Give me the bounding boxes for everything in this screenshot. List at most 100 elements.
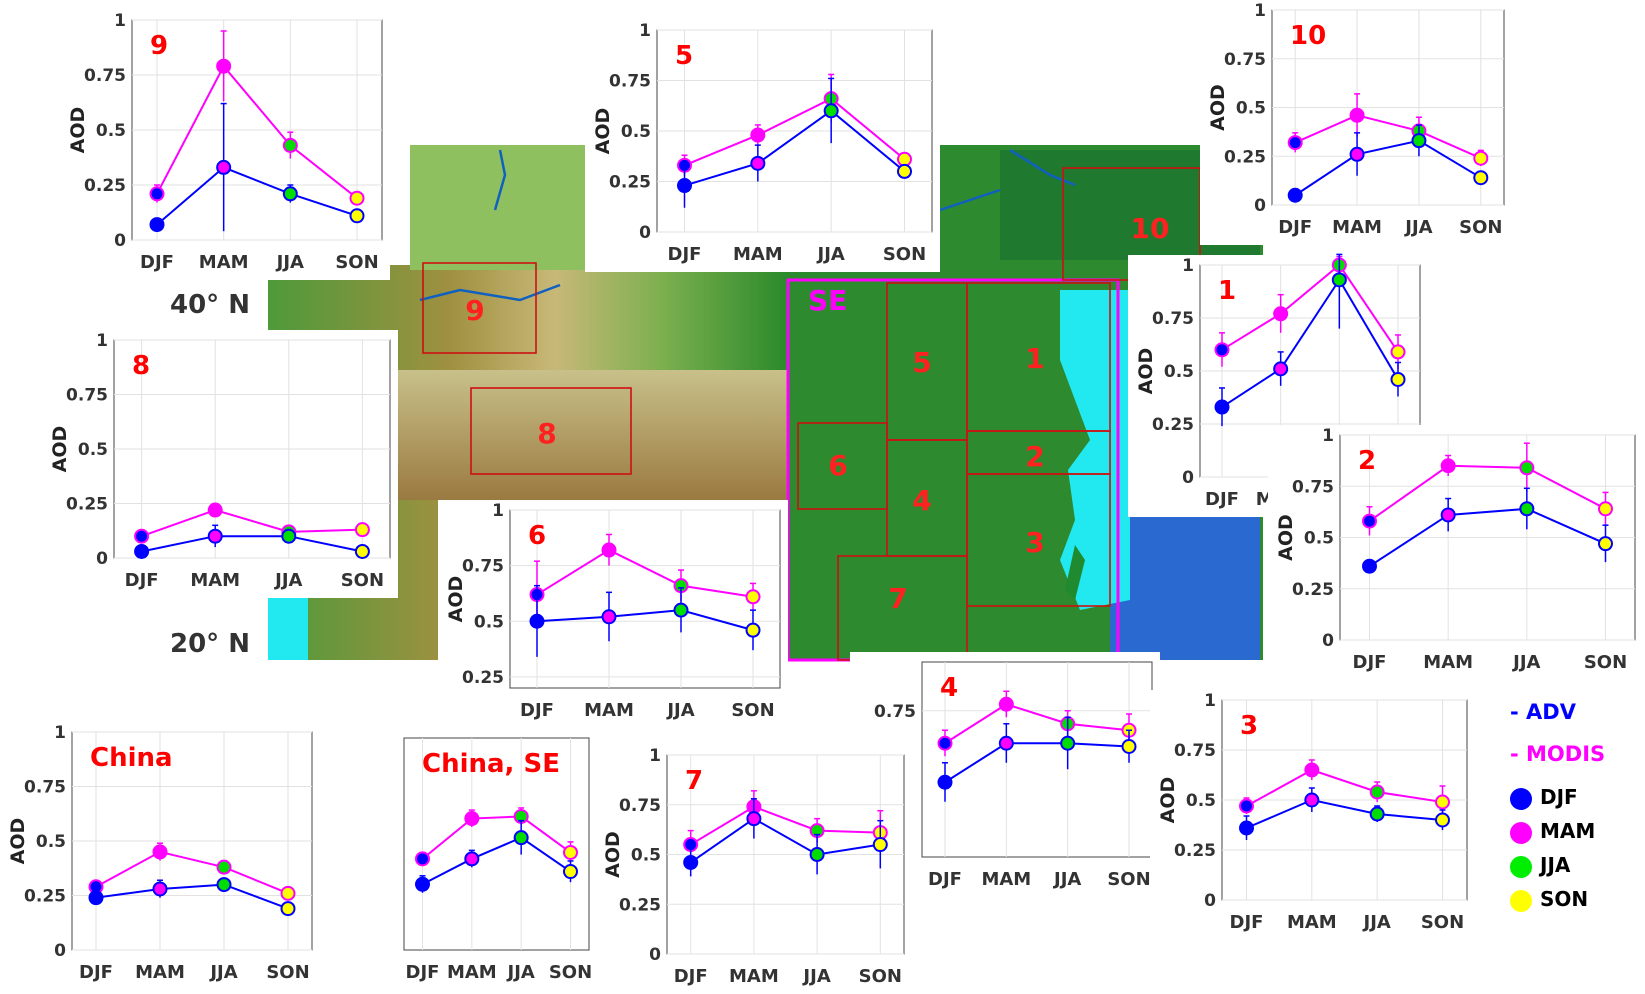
y-axis-label: AOD — [67, 107, 89, 154]
lat-label-40n: 40° N — [170, 290, 250, 320]
x-tick-label: MAM — [199, 252, 249, 273]
y-tick-label: 0.75 — [1224, 50, 1266, 70]
y-tick-label: 0 — [649, 945, 661, 965]
data-point-modis — [1349, 107, 1365, 123]
region-label-se: SE — [808, 284, 847, 317]
legend-adv-label: - ADV — [1510, 700, 1576, 724]
chart-title: 7 — [685, 766, 703, 796]
y-tick-label: 0 — [1182, 468, 1194, 488]
x-tick-label: JJA — [1362, 912, 1391, 933]
y-axis-label: AOD — [445, 576, 467, 623]
data-point-modis — [1214, 342, 1230, 358]
x-tick-label: JJA — [1511, 652, 1540, 673]
region-label-6: 6 — [828, 449, 847, 482]
data-point-modis — [1473, 150, 1489, 166]
data-point-modis — [1519, 460, 1535, 476]
data-point-modis — [897, 151, 912, 167]
x-tick-label: MAM — [1423, 652, 1473, 673]
chart-region-2: 0 0.25 0.5 0.75 1 DJF MAM JJA SON AOD 2 — [1268, 425, 1643, 680]
data-point-modis — [282, 137, 298, 153]
series-line-adv — [1221, 277, 1399, 408]
legend-son-marker — [1510, 890, 1532, 912]
x-tick-label: SON — [883, 244, 926, 265]
data-point-adv — [673, 602, 689, 618]
data-point-modis — [134, 528, 150, 544]
map-north-west — [410, 145, 590, 270]
x-tick-label: DJF — [674, 966, 708, 987]
x-tick-label: DJF — [520, 700, 554, 721]
map-taiwan — [1065, 545, 1085, 600]
chart-title: 8 — [132, 351, 150, 381]
map-river-3 — [493, 149, 507, 211]
chart-title: 2 — [1358, 446, 1376, 476]
y-tick-label: 0.5 — [1164, 362, 1194, 382]
y-tick-label: 1 — [492, 501, 504, 521]
x-tick-label: SON — [341, 570, 384, 591]
x-tick-label: SON — [1421, 912, 1464, 933]
x-tick-label: MAM — [1332, 217, 1382, 238]
y-tick-label: 1 — [1254, 1, 1266, 21]
series-line-adv — [684, 109, 906, 187]
y-tick-label: 0.25 — [619, 895, 661, 915]
x-tick-label: DJF — [406, 962, 440, 983]
data-point-adv — [745, 622, 761, 638]
chart-region-8: 0 0.25 0.5 0.75 1 DJF MAM JJA SON AOD 8 — [42, 330, 398, 598]
data-point-adv — [529, 613, 545, 629]
data-point-adv — [464, 851, 480, 867]
y-tick-label: 0.5 — [1186, 791, 1216, 811]
data-point-adv — [1273, 361, 1289, 377]
series-line-adv — [1294, 139, 1482, 197]
y-tick-label: 0.75 — [84, 66, 126, 86]
series-line-adv — [536, 609, 754, 632]
y-tick-label: 0.75 — [874, 702, 916, 722]
y-tick-label: 0 — [1322, 631, 1334, 651]
y-axis-label: AOD — [1207, 84, 1229, 131]
y-tick-label: 0.75 — [66, 386, 108, 406]
data-point-modis — [1287, 135, 1303, 151]
data-point-adv — [750, 155, 766, 171]
x-tick-label: JJA — [273, 570, 302, 591]
data-point-adv — [823, 103, 839, 119]
y-tick-label: 0 — [96, 549, 108, 569]
data-point-modis — [601, 542, 617, 558]
data-point-adv — [1598, 536, 1613, 552]
y-axis-label: AOD — [1275, 514, 1297, 561]
x-tick-label: MAM — [190, 570, 240, 591]
data-point-adv — [601, 609, 617, 625]
data-point-adv — [152, 881, 168, 897]
series-line-modis — [421, 815, 572, 860]
data-point-adv — [872, 837, 888, 853]
y-tick-label: 0.5 — [1304, 529, 1334, 549]
x-tick-label: MAM — [584, 700, 634, 721]
y-tick-label: 0.5 — [78, 440, 108, 460]
y-axis-label: AOD — [49, 426, 71, 473]
series-line-modis — [1221, 263, 1399, 353]
y-tick-label: 0.75 — [1174, 741, 1216, 761]
y-tick-label: 0 — [54, 941, 66, 961]
chart-region-5: 0 0.25 0.5 0.75 1 DJF MAM JJA SON AOD 5 — [585, 20, 940, 272]
data-point-adv — [282, 186, 298, 202]
y-tick-label: 0.75 — [1292, 477, 1334, 497]
plot-frame — [509, 509, 781, 689]
chart-title: 9 — [150, 31, 168, 61]
chart-region-6: 0.25 0.5 0.75 1 DJF MAM JJA SON AOD 6 — [438, 500, 788, 728]
y-tick-label: 0 — [1254, 196, 1266, 216]
region-label-4: 4 — [912, 484, 931, 517]
x-tick-label: SON — [549, 962, 592, 983]
series-line-adv — [95, 883, 289, 910]
data-point-modis — [415, 851, 430, 867]
series-line-adv — [944, 742, 1130, 784]
y-tick-label: 1 — [1204, 691, 1216, 711]
data-point-adv — [1362, 558, 1377, 574]
legend-djf-marker — [1510, 788, 1532, 810]
data-point-adv — [1369, 806, 1385, 822]
data-point-adv — [207, 528, 223, 544]
lat-label-20n: 20° N — [170, 629, 250, 659]
x-tick-label: JJA — [1052, 869, 1081, 890]
region-label-3: 3 — [1025, 526, 1044, 559]
x-tick-label: DJF — [1230, 912, 1264, 933]
x-tick-label: MAM — [733, 244, 783, 265]
series-line-modis — [95, 850, 289, 895]
data-point-adv — [88, 890, 104, 906]
series-line-modis — [690, 805, 881, 846]
